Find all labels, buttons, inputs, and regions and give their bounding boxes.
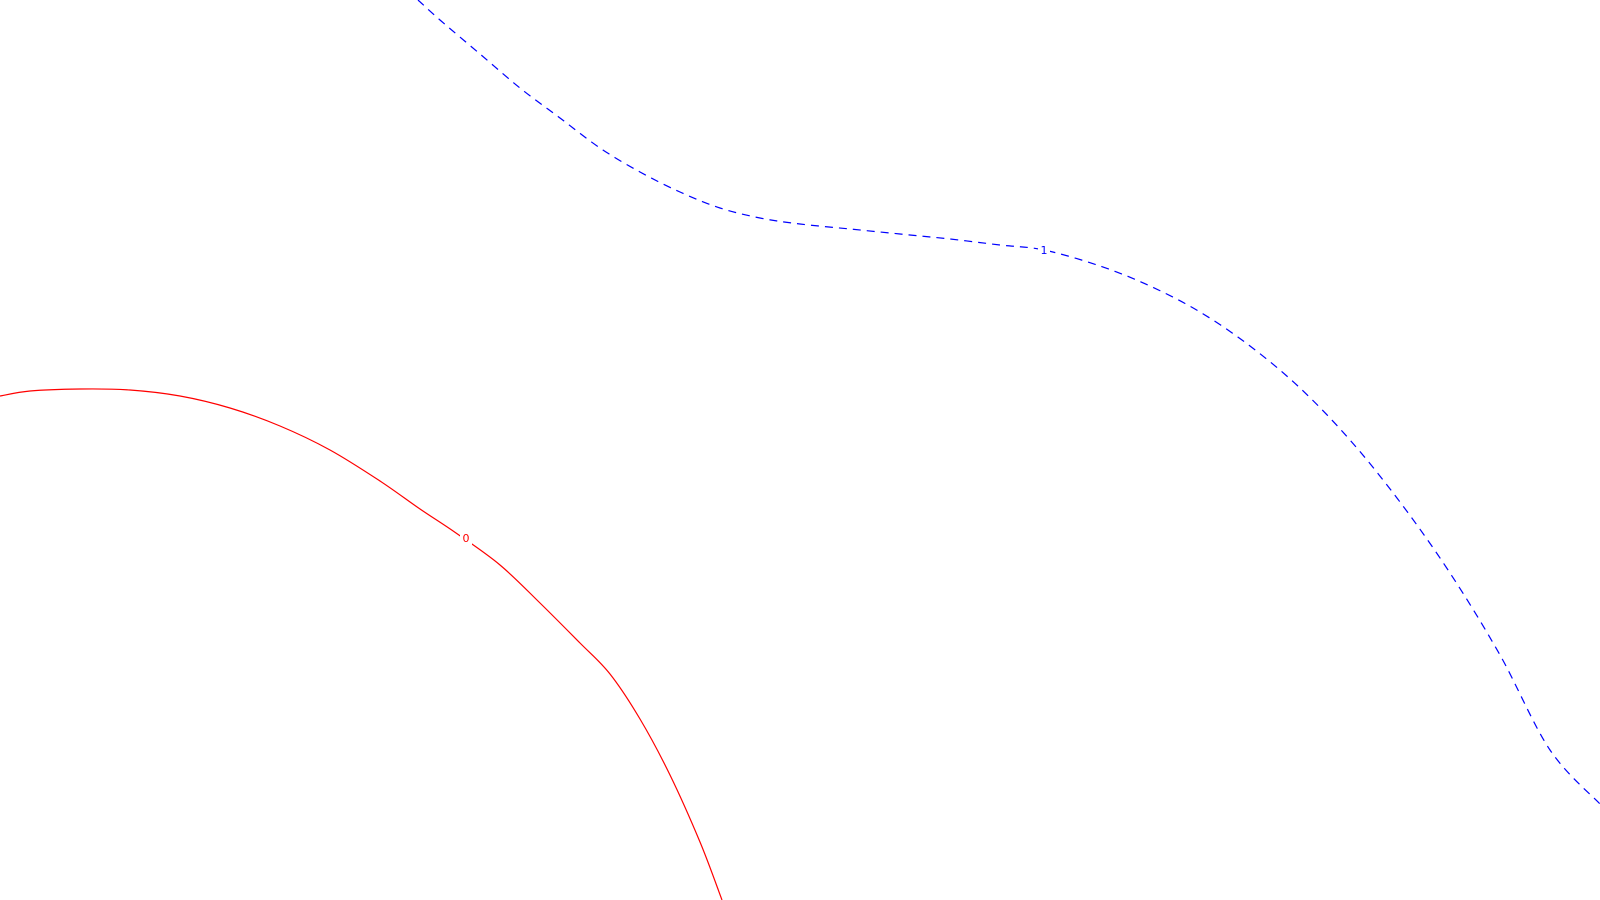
contour-label-1: 1 (1041, 244, 1048, 257)
contour-label-gap-0 (460, 531, 472, 545)
contour-line-0 (0, 388, 723, 900)
contour-line-1 (417, 0, 1600, 805)
contour-label-gap-1 (1038, 243, 1050, 257)
contour-label-0: 0 (463, 532, 470, 545)
